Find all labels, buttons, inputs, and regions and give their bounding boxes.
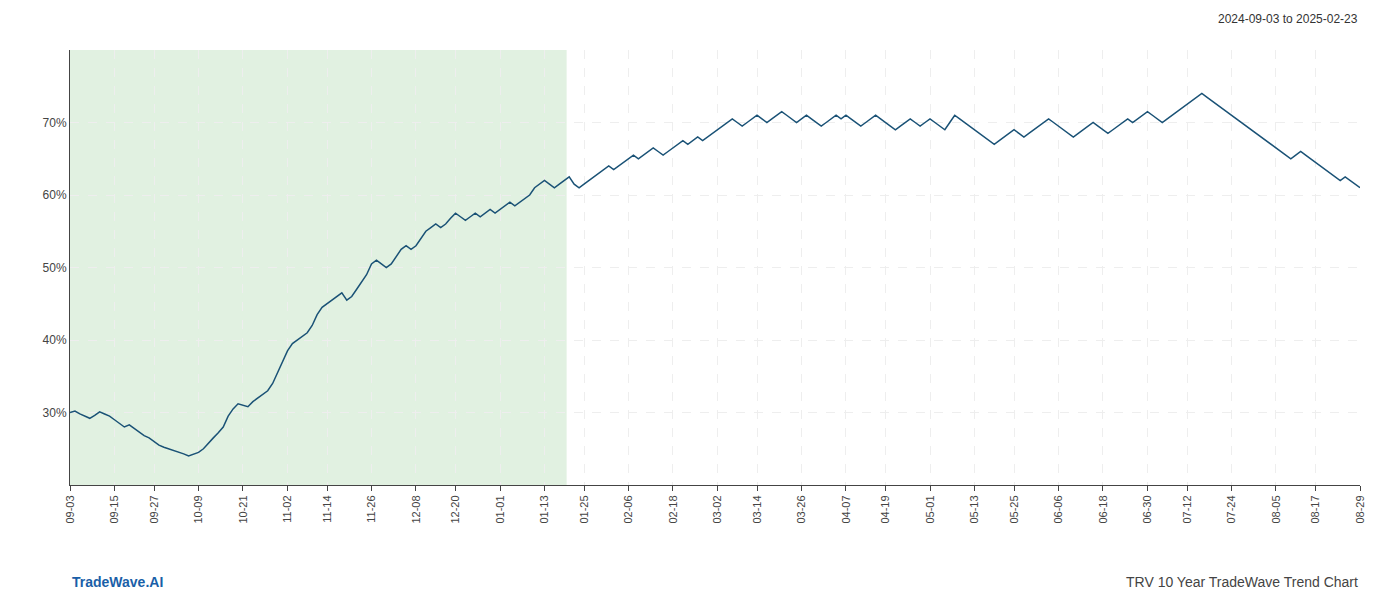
svg-text:01-13: 01-13 xyxy=(538,495,550,523)
svg-text:01-01: 01-01 xyxy=(494,495,506,523)
svg-text:05-25: 05-25 xyxy=(1008,495,1020,523)
svg-text:12-20: 12-20 xyxy=(449,495,461,523)
svg-text:70%: 70% xyxy=(43,116,67,130)
svg-text:06-18: 06-18 xyxy=(1097,495,1109,523)
svg-text:04-07: 04-07 xyxy=(840,495,852,523)
svg-text:05-01: 05-01 xyxy=(924,495,936,523)
svg-text:30%: 30% xyxy=(43,406,67,420)
svg-text:06-06: 06-06 xyxy=(1052,495,1064,523)
svg-text:09-15: 09-15 xyxy=(108,495,120,523)
svg-text:07-12: 07-12 xyxy=(1181,495,1193,523)
svg-text:03-14: 03-14 xyxy=(751,495,763,523)
svg-text:11-02: 11-02 xyxy=(281,495,293,522)
svg-text:01-25: 01-25 xyxy=(578,495,590,523)
svg-text:2024-09-03 to 2025-02-23: 2024-09-03 to 2025-02-23 xyxy=(1218,12,1358,26)
svg-text:03-26: 03-26 xyxy=(795,495,807,523)
svg-text:08-17: 08-17 xyxy=(1309,495,1321,523)
svg-text:02-06: 02-06 xyxy=(622,495,634,523)
svg-text:08-05: 08-05 xyxy=(1270,495,1282,523)
svg-text:11-14: 11-14 xyxy=(321,495,333,522)
svg-text:10-09: 10-09 xyxy=(192,495,204,523)
svg-text:09-27: 09-27 xyxy=(148,495,160,523)
svg-text:06-30: 06-30 xyxy=(1141,495,1153,523)
svg-text:05-13: 05-13 xyxy=(968,495,980,523)
svg-text:07-24: 07-24 xyxy=(1225,495,1237,523)
svg-text:50%: 50% xyxy=(43,261,67,275)
svg-text:08-29: 08-29 xyxy=(1354,495,1366,523)
svg-text:TradeWave.AI: TradeWave.AI xyxy=(72,574,163,590)
svg-text:10-21: 10-21 xyxy=(237,495,249,523)
svg-text:TRV 10 Year TradeWave Trend Ch: TRV 10 Year TradeWave Trend Chart xyxy=(1126,574,1358,590)
svg-text:11-26: 11-26 xyxy=(365,495,377,522)
svg-text:09-03: 09-03 xyxy=(64,495,76,523)
svg-text:02-18: 02-18 xyxy=(667,495,679,523)
svg-text:40%: 40% xyxy=(43,333,67,347)
svg-text:03-02: 03-02 xyxy=(711,495,723,523)
svg-text:04-19: 04-19 xyxy=(879,495,891,523)
svg-text:12-08: 12-08 xyxy=(410,495,422,523)
svg-text:60%: 60% xyxy=(43,188,67,202)
